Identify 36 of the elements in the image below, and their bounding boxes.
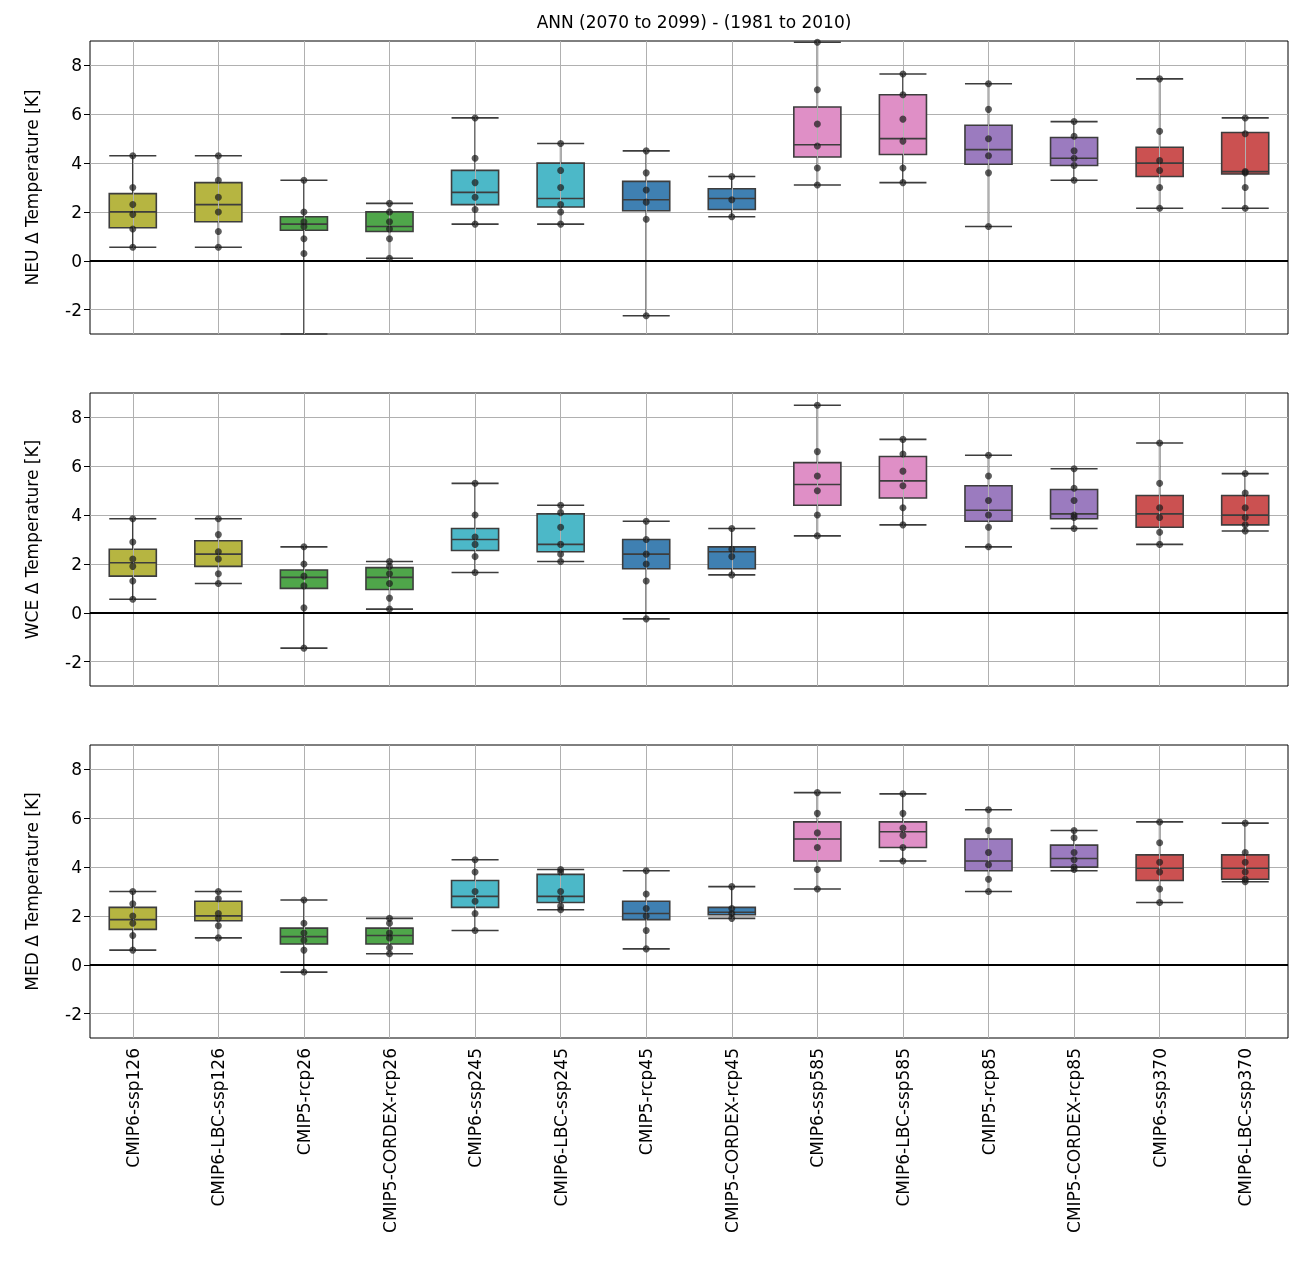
x-tick-label: CMIP5-rcp26 bbox=[293, 1048, 314, 1156]
x-tick-label: CMIP6-ssp585 bbox=[807, 1048, 828, 1168]
y-tick-label: -2 bbox=[65, 1003, 82, 1024]
x-tick-label: CMIP6-LBC-ssp126 bbox=[208, 1048, 229, 1207]
x-tick-label: CMIP6-ssp126 bbox=[122, 1048, 143, 1168]
y-tick-label: 0 bbox=[71, 954, 82, 975]
x-tick-label: CMIP5-rcp85 bbox=[978, 1048, 999, 1156]
y-tick-label: -2 bbox=[65, 299, 82, 320]
y-tick-label: 0 bbox=[71, 250, 82, 271]
x-tick-label: CMIP6-LBC-ssp585 bbox=[892, 1048, 913, 1207]
y-tick-label: 2 bbox=[71, 201, 82, 222]
x-tick-label: CMIP6-ssp370 bbox=[1149, 1048, 1170, 1168]
x-tick-label: CMIP5-rcp45 bbox=[636, 1048, 657, 1156]
x-tick-label: CMIP6-LBC-ssp245 bbox=[550, 1048, 571, 1207]
y-tick-label: 0 bbox=[71, 602, 82, 623]
y-axis-title: MED Δ Temperature [K] bbox=[21, 792, 42, 991]
y-tick-label: -2 bbox=[65, 651, 82, 672]
x-tick-label: CMIP5-CORDEX-rcp45 bbox=[721, 1048, 742, 1233]
y-tick-label: 8 bbox=[71, 407, 82, 428]
y-tick-label: 8 bbox=[71, 759, 82, 780]
x-tick-label: CMIP6-ssp245 bbox=[465, 1048, 486, 1168]
x-tick-label: CMIP6-LBC-ssp370 bbox=[1235, 1048, 1256, 1207]
x-tick-label: CMIP5-CORDEX-rcp85 bbox=[1064, 1048, 1085, 1233]
y-tick-label: 8 bbox=[71, 55, 82, 76]
y-tick-label: 4 bbox=[71, 857, 82, 878]
chart-title: ANN (2070 to 2099) - (1981 to 2010) bbox=[536, 11, 852, 32]
y-tick-label: 4 bbox=[71, 505, 82, 526]
y-tick-label: 6 bbox=[71, 808, 82, 829]
y-axis-title: WCE Δ Temperature [K] bbox=[21, 439, 42, 640]
y-tick-label: 4 bbox=[71, 153, 82, 174]
y-tick-label: 6 bbox=[71, 104, 82, 125]
x-tick-label: CMIP5-CORDEX-rcp26 bbox=[379, 1048, 400, 1233]
y-tick-label: 2 bbox=[71, 905, 82, 926]
y-tick-label: 6 bbox=[71, 456, 82, 477]
y-tick-label: 2 bbox=[71, 553, 82, 574]
y-axis-title: NEU Δ Temperature [K] bbox=[21, 89, 42, 286]
